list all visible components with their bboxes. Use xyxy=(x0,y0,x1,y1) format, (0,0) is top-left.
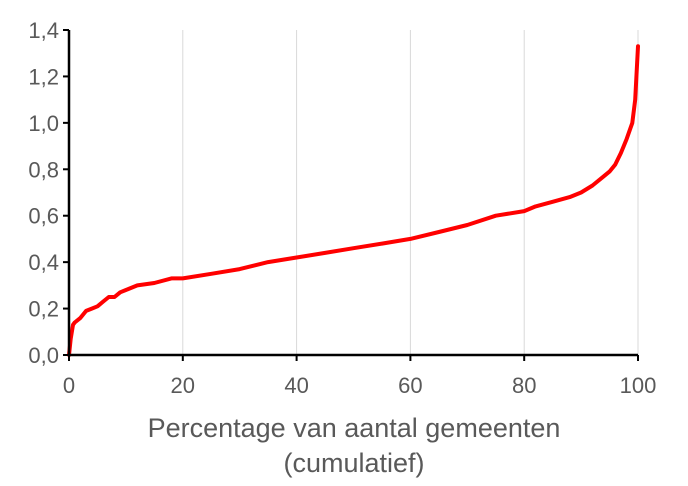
x-tick-label: 100 xyxy=(620,373,657,398)
x-tick-label: 40 xyxy=(284,373,308,398)
y-tick-label: 0,4 xyxy=(28,250,59,275)
y-tick-label: 0,6 xyxy=(28,204,59,229)
y-tick-label: 1,4 xyxy=(28,18,59,43)
tick-labels: 0,0 0,2 0,4 0,6 0,8 1,0 1,2 1,4 0 20 40 60 80 100 xyxy=(28,18,656,398)
y-tick-label: 1,0 xyxy=(28,111,59,136)
y-tick-label: 0,2 xyxy=(28,297,59,322)
y-tick-label: 0,0 xyxy=(28,343,59,368)
x-tick-label: 20 xyxy=(171,373,195,398)
series-line xyxy=(67,44,640,357)
axes xyxy=(67,30,638,357)
x-axis-title-line-1: Percentage van aantal gemeenten xyxy=(148,413,561,443)
grid-lines xyxy=(182,30,639,355)
x-axis-title-line-2: (cumulatief) xyxy=(283,448,424,478)
y-tick-label: 1,2 xyxy=(28,64,59,89)
x-tick-label: 60 xyxy=(398,373,422,398)
x-tick-label: 80 xyxy=(512,373,536,398)
series-layer xyxy=(67,44,640,357)
x-tick-label: 0 xyxy=(63,373,75,398)
y-tick-label: 0,8 xyxy=(28,157,59,182)
